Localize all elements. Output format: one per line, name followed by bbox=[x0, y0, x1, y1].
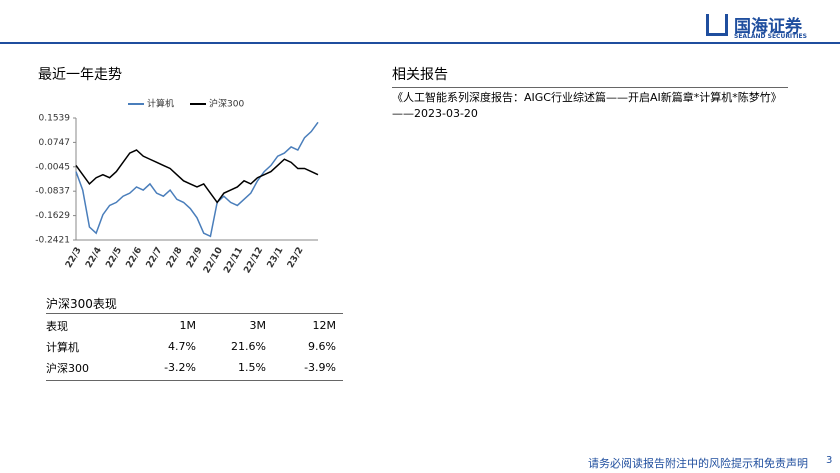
table-cell: 21.6% bbox=[231, 340, 266, 353]
y-tick-label: -0.1629 bbox=[35, 211, 70, 221]
x-tick-label: 23/1 bbox=[266, 246, 286, 270]
table-cell: 1.5% bbox=[238, 361, 266, 374]
logo-text: 国海证券 bbox=[734, 17, 802, 37]
legend-label: 沪深300 bbox=[209, 98, 244, 110]
header-rule bbox=[0, 42, 840, 44]
x-tick-label: 22/4 bbox=[84, 246, 104, 270]
x-tick-label: 22/9 bbox=[185, 246, 205, 270]
rule bbox=[46, 380, 343, 381]
table-title: 沪深300表现 bbox=[46, 297, 117, 311]
chart: 0.1539 0.0747 -0.0045 -0.0837 -0.1629 -0.2421… bbox=[35, 98, 319, 276]
table-cell: 沪深300 bbox=[46, 361, 89, 375]
legend-label: 计算机 bbox=[147, 98, 174, 110]
table-row: 表现 1M 3M 12M bbox=[46, 315, 336, 336]
x-tick-label: 22/8 bbox=[165, 246, 185, 270]
x-tick-label: 22/12 bbox=[242, 246, 265, 276]
table-cell: 9.6% bbox=[308, 340, 336, 353]
table-cell: -3.9% bbox=[304, 361, 336, 374]
table-cell: 计算机 bbox=[46, 340, 79, 354]
logo-sub: SEALAND SECURITIES bbox=[734, 33, 807, 40]
page-number: 3 bbox=[826, 455, 833, 466]
x-tick-label: 22/7 bbox=[145, 246, 165, 270]
table-cell: -3.2% bbox=[164, 361, 196, 374]
series-line bbox=[75, 121, 319, 238]
x-tick-label: 22/3 bbox=[64, 246, 84, 270]
x-tick-label: 22/6 bbox=[125, 246, 145, 270]
table: 表现 1M 3M 12M 计算机 4.7% 21.6% 9.6% 沪深300 -3.2% 1.5% -… bbox=[46, 315, 336, 378]
y-tick-label: -0.2421 bbox=[35, 236, 70, 246]
table-cell: 1M bbox=[179, 319, 197, 332]
disclaimer: 请务必阅读报告附注中的风险提示和免责声明 bbox=[588, 457, 808, 470]
y-tick-label: -0.0045 bbox=[35, 162, 70, 172]
section-title: 最近一年走势 bbox=[38, 67, 122, 83]
y-tick-label: 0.1539 bbox=[39, 114, 71, 124]
rule bbox=[392, 87, 788, 88]
report-item: 《人工智能系列深度报告：AIGC行业综述篇——开启AI新篇章*计算机*陈梦竹》—… bbox=[392, 91, 782, 120]
table-cell: 表现 bbox=[46, 319, 68, 333]
table-row: 沪深300 -3.2% 1.5% -3.9% bbox=[46, 357, 336, 378]
table-row: 计算机 4.7% 21.6% 9.6% bbox=[46, 336, 336, 357]
rule bbox=[46, 313, 343, 314]
x-tick-label: 23/2 bbox=[286, 246, 306, 270]
y-tick-label: 0.0747 bbox=[39, 138, 71, 148]
table-cell: 12M bbox=[312, 319, 337, 332]
series-line bbox=[75, 149, 319, 204]
logo-icon bbox=[706, 14, 728, 36]
y-tick-label: -0.0837 bbox=[35, 187, 70, 197]
section-title: 相关报告 bbox=[392, 67, 448, 83]
x-tick-label: 22/5 bbox=[104, 246, 124, 270]
table-cell: 4.7% bbox=[168, 340, 196, 353]
table-cell: 3M bbox=[249, 319, 267, 332]
